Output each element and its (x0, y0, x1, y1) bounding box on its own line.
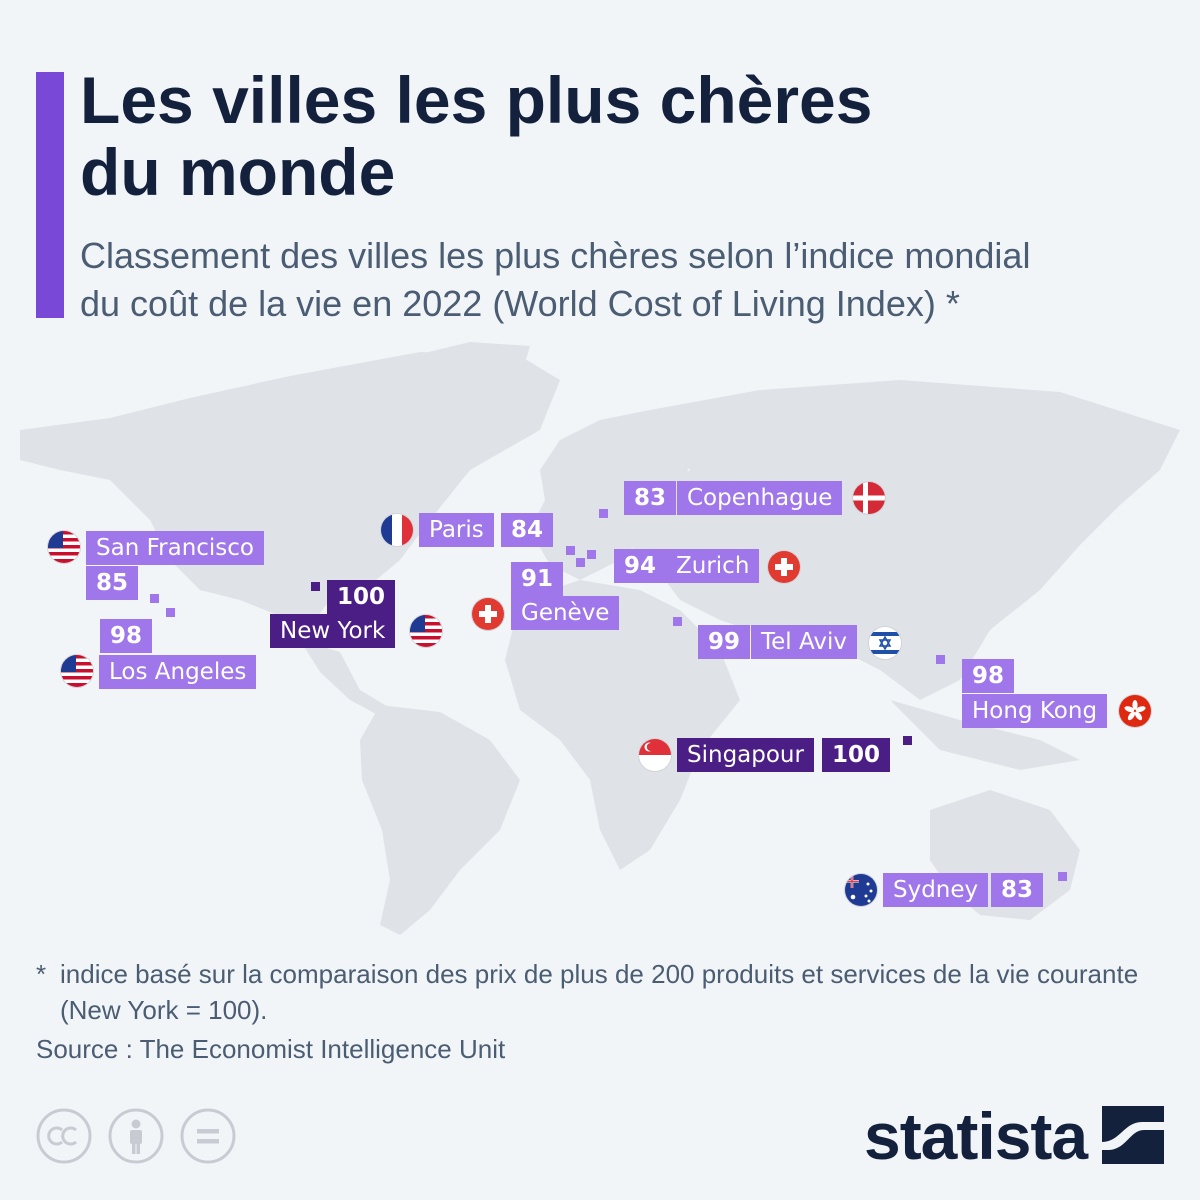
city-marker-zurich (587, 550, 596, 559)
footnote: * indice basé sur la comparaison des pri… (36, 956, 1166, 1028)
value-label-hong-kong: 98 (962, 659, 1015, 693)
city-label-los-angeles: Los Angeles (99, 655, 257, 689)
subtitle: Classement des villes les plus chères se… (80, 232, 1180, 328)
value-label-los-angeles: 98 (100, 619, 153, 653)
israel-flag-icon (869, 627, 901, 659)
city-marker-sydney (1058, 872, 1067, 881)
city-label-tel-aviv: Tel Aviv (751, 625, 857, 659)
city-marker-copenhague (599, 509, 608, 518)
value-label-paris: 84 (501, 513, 554, 547)
denmark-flag-icon (853, 482, 885, 514)
value-label-san-francisco: 85 (86, 566, 139, 600)
subtitle-line-2: du coût de la vie en 2022 (World Cost of… (80, 283, 960, 324)
switzerland-flag-icon (768, 551, 800, 583)
license-icons (36, 1108, 236, 1164)
hong-kong-flag-icon (1119, 695, 1151, 727)
asia-shape (620, 380, 1180, 700)
switzerland-flag-icon (472, 598, 504, 630)
world-map (20, 342, 1180, 935)
city-label-san-francisco: San Francisco (86, 531, 265, 565)
page-title: Les villes les plus chères du monde (80, 64, 1180, 208)
value-label-tel-aviv: 99 (698, 625, 751, 659)
france-flag-icon (381, 514, 413, 546)
title-line-2: du monde (80, 135, 396, 209)
city-label-singapour: Singapour (677, 738, 814, 772)
us-flag-icon (61, 655, 93, 687)
city-marker-singapour (903, 736, 912, 745)
value-label-singapour: 100 (822, 738, 891, 772)
city-marker-geneve (576, 558, 585, 567)
central-america-shape (300, 640, 390, 716)
australia-flag-icon (845, 874, 877, 906)
city-label-sydney: Sydney (883, 873, 989, 907)
city-marker-paris (566, 546, 575, 555)
greenland-shape (395, 342, 530, 418)
value-label-geneve: 91 (511, 562, 564, 596)
city-label-paris: Paris (419, 513, 494, 547)
statista-logo-icon (1102, 1106, 1164, 1164)
north-america-shape (20, 352, 560, 640)
south-america-shape (360, 705, 520, 935)
city-label-geneve: Genève (511, 596, 620, 630)
city-marker-los-angeles (166, 608, 175, 617)
city-label-zurich: Zurich (666, 549, 760, 583)
us-flag-icon (48, 531, 80, 563)
value-label-sydney: 83 (991, 873, 1044, 907)
value-label-copenhague: 83 (624, 481, 677, 515)
europe-shape (530, 410, 700, 580)
footnote-text: indice basé sur la comparaison des prix … (60, 959, 1139, 1025)
singapore-flag-icon (639, 739, 671, 771)
value-label-new-york: 100 (327, 580, 396, 614)
cc-icon[interactable] (36, 1108, 92, 1164)
title-line-1: Les villes les plus chères (80, 63, 873, 137)
city-label-copenhague: Copenhague (677, 481, 843, 515)
statista-brand[interactable]: statista (864, 1099, 1088, 1173)
value-label-zurich: 94 (614, 549, 667, 583)
city-marker-new-york (311, 582, 320, 591)
city-label-new-york: New York (270, 614, 396, 648)
southeast-asia-shape (890, 700, 1080, 770)
attribution-icon[interactable] (108, 1108, 164, 1164)
city-marker-san-francisco (150, 594, 159, 603)
city-label-hong-kong: Hong Kong (962, 694, 1108, 728)
footnote-star: * (36, 959, 47, 989)
no-derivatives-icon[interactable] (180, 1108, 236, 1164)
subtitle-line-1: Classement des villes les plus chères se… (80, 235, 1031, 276)
city-marker-tel-aviv (673, 617, 682, 626)
city-marker-hong-kong (936, 655, 945, 664)
africa-shape (505, 580, 740, 870)
us-flag-icon (410, 615, 442, 647)
title-accent-bar (36, 72, 64, 318)
source-text: Source : The Economist Intelligence Unit (36, 1034, 506, 1064)
